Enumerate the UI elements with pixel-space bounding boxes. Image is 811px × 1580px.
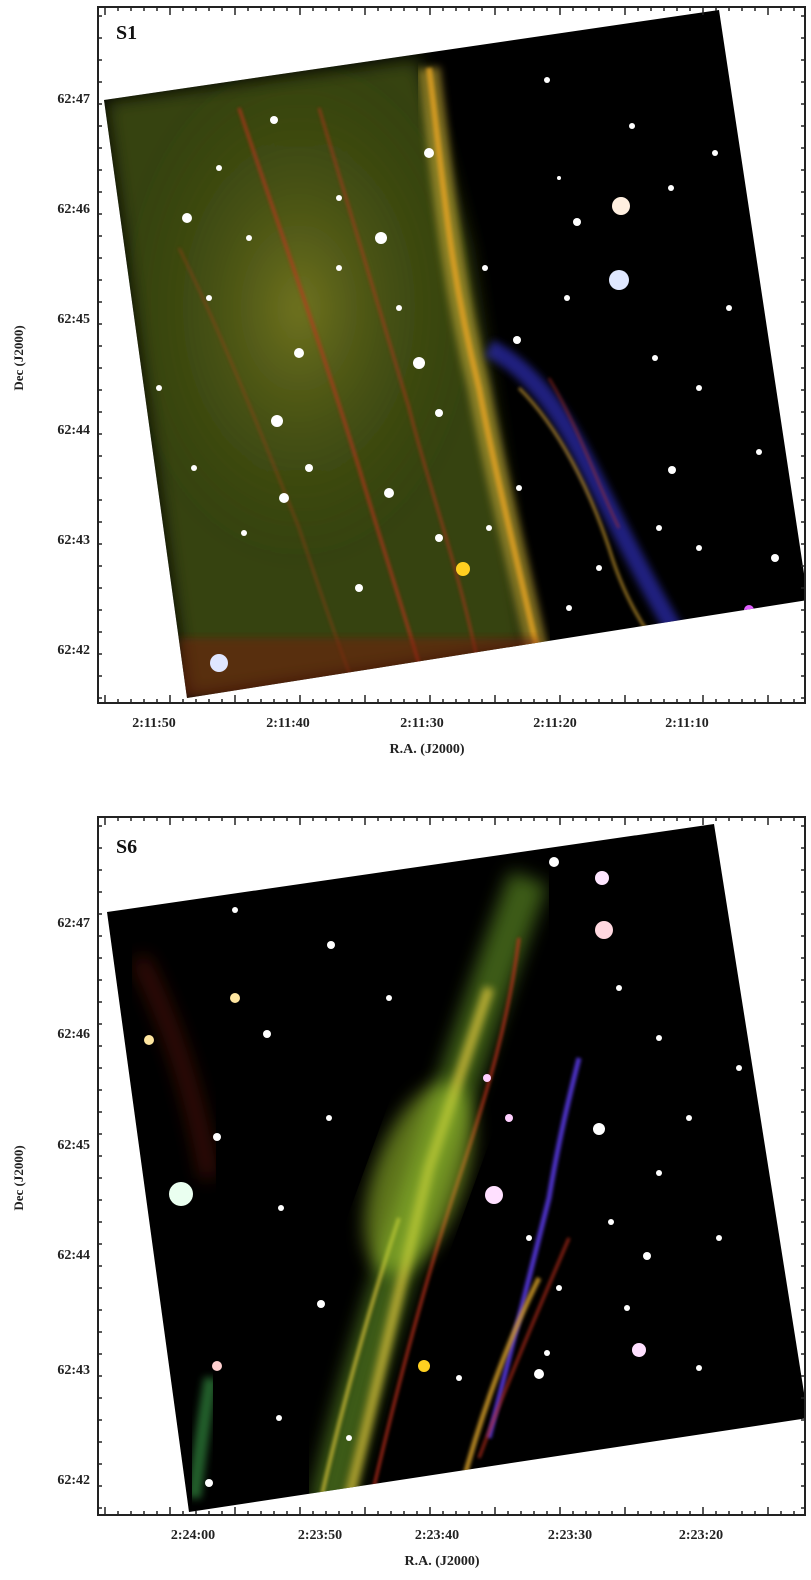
- y-tick: 62:42: [57, 643, 90, 658]
- panel-label-s1: S1: [116, 22, 138, 44]
- y-tick: 62:45: [57, 1138, 90, 1153]
- y-tick: 62:45: [57, 312, 90, 327]
- panel-label-s6: S6: [116, 836, 138, 858]
- y-tick: 62:46: [57, 202, 90, 217]
- star-field-s6: [144, 857, 742, 1487]
- x-tick: 2:11:40: [266, 716, 310, 731]
- panel-s6: S6 Dec (J2000) 62:47 62:46 62:45 62:44 6…: [0, 810, 811, 1580]
- y-tick: 62:47: [57, 916, 90, 931]
- x-axis-label: R.A. (J2000): [389, 742, 465, 757]
- image-frame-s6: [97, 816, 806, 1516]
- y-tick: 62:44: [57, 1248, 90, 1263]
- y-tick: 62:47: [57, 92, 90, 107]
- nebula-image-s6: [107, 824, 804, 1512]
- y-axis-label: Dec (J2000): [11, 325, 26, 391]
- x-tick: 2:11:30: [400, 716, 444, 731]
- x-tick: 2:24:00: [170, 1528, 216, 1543]
- y-tick: 62:46: [57, 1027, 90, 1042]
- image-frame-s1: [97, 6, 806, 704]
- y-tick: 62:43: [57, 1363, 90, 1378]
- y-tick: 62:44: [57, 423, 90, 438]
- x-tick: 2:11:10: [665, 716, 709, 731]
- x-axis-label: R.A. (J2000): [404, 1554, 480, 1569]
- y-tick: 62:42: [57, 1473, 90, 1488]
- y-tick: 62:43: [57, 533, 90, 548]
- x-tick: 2:23:40: [414, 1528, 460, 1543]
- y-axis-label: Dec (J2000): [11, 1145, 26, 1211]
- star-field-s1: [156, 77, 779, 672]
- x-tick: 2:11:50: [132, 716, 176, 731]
- x-tick: 2:11:20: [533, 716, 577, 731]
- x-tick: 2:23:30: [547, 1528, 593, 1543]
- x-tick: 2:23:50: [297, 1528, 343, 1543]
- nebula-image-s1: [104, 10, 804, 698]
- panel-s1: S1 Dec (J2000) 62:47 62:46 62:45 62:44 6…: [0, 0, 811, 770]
- x-tick: 2:23:20: [678, 1528, 724, 1543]
